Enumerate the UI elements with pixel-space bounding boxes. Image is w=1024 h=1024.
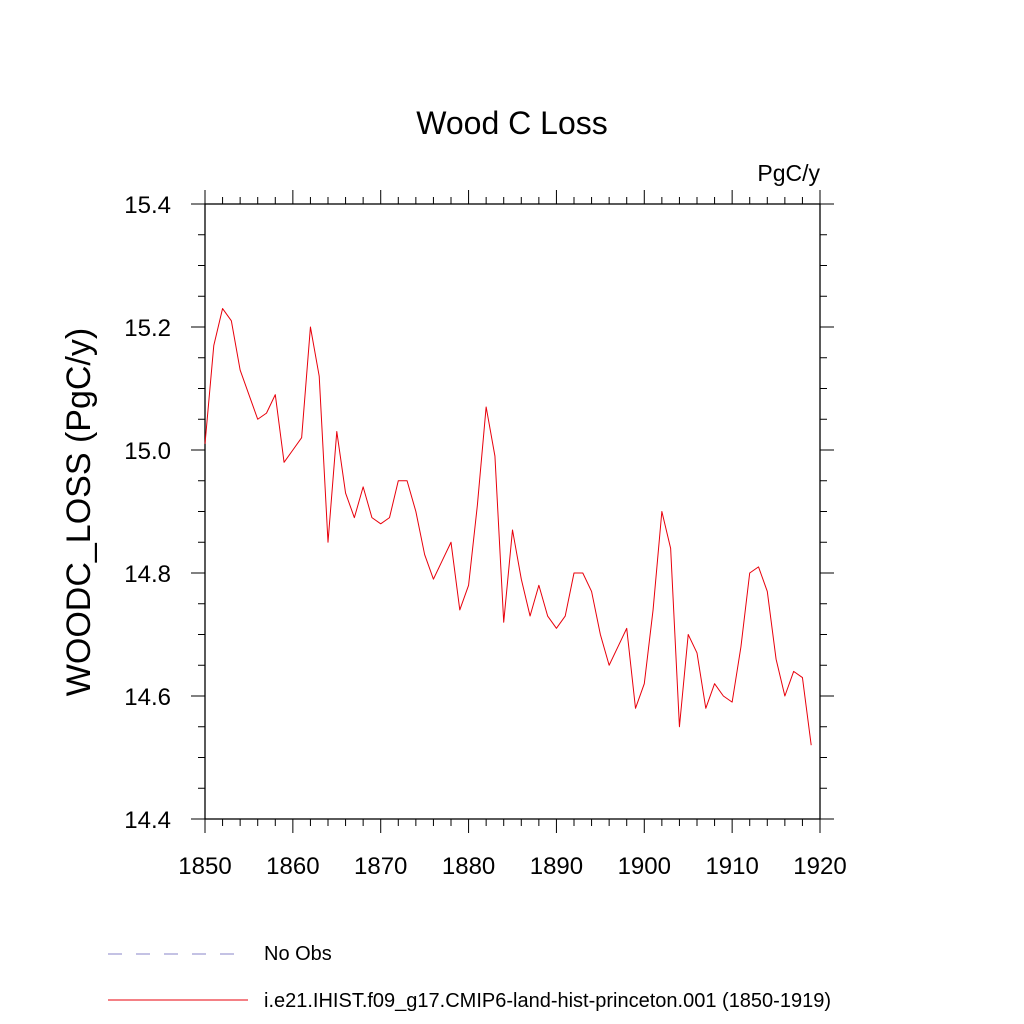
y-tick-label: 15.0 — [124, 438, 171, 465]
y-tick-labels: 14.4 14.6 14.8 15.0 15.2 15.4 — [124, 192, 171, 834]
y-tick-label: 15.2 — [124, 315, 171, 342]
legend-label-model: i.e21.IHIST.f09_g17.CMIP6-land-hist-prin… — [264, 990, 831, 1012]
major-ticks — [191, 190, 834, 833]
x-tick-label: 1850 — [178, 853, 231, 880]
y-axis-label: WOODC_LOSS (PgC/y) — [60, 328, 98, 696]
x-tick-label: 1890 — [530, 853, 583, 880]
plot-frame — [204, 203, 821, 820]
y-tick-label: 14.4 — [124, 807, 171, 834]
series-line — [204, 308, 812, 746]
legend: No Obs i.e21.IHIST.f09_g17.CMIP6-land-hi… — [108, 943, 831, 1012]
series-group — [204, 308, 812, 746]
x-tick-label: 1880 — [442, 853, 495, 880]
x-tick-label: 1900 — [618, 853, 671, 880]
x-tick-label: 1920 — [793, 853, 846, 880]
units-label: PgC/y — [757, 160, 820, 186]
x-tick-label: 1860 — [266, 853, 319, 880]
x-tick-label: 1870 — [354, 853, 407, 880]
x-tick-labels: 1850 1860 1870 1880 1890 1900 1910 1920 — [178, 853, 846, 880]
y-tick-label: 14.6 — [124, 684, 171, 711]
x-tick-label: 1910 — [705, 853, 758, 880]
y-tick-label: 14.8 — [124, 561, 171, 588]
chart-title: Wood C Loss — [416, 105, 608, 141]
y-tick-label: 15.4 — [124, 192, 171, 219]
legend-label-no-obs: No Obs — [264, 943, 332, 965]
minor-ticks — [198, 197, 827, 826]
